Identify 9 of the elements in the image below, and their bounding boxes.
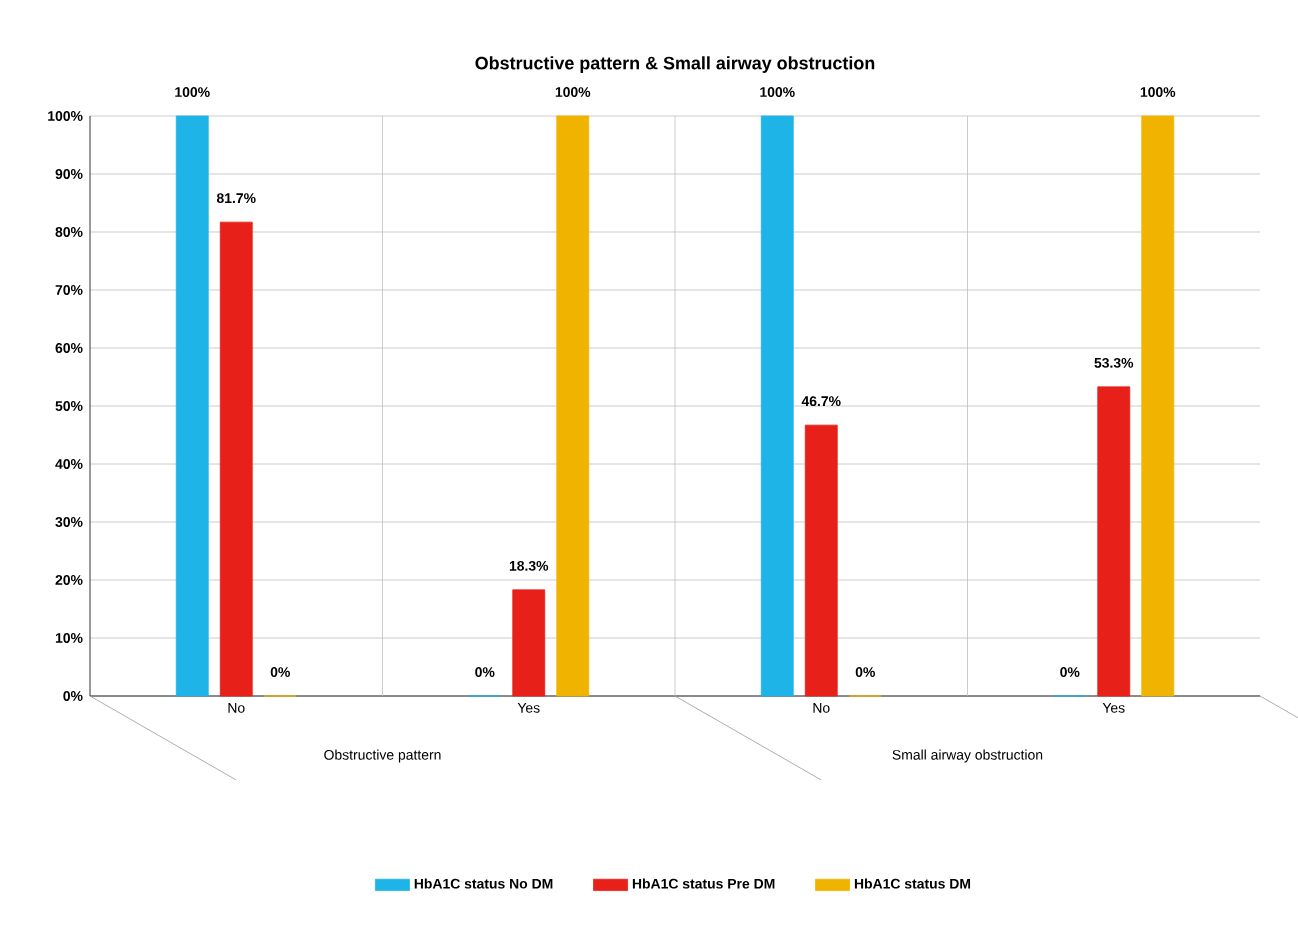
bar [1141,115,1175,697]
bar [1097,386,1131,697]
bar [760,115,794,697]
bar [219,221,253,697]
bar [175,115,209,697]
bar [512,589,546,697]
bar [556,115,590,697]
chart-title: Obstructive pattern & Small airway obstruction [475,56,875,73]
bar [804,424,838,697]
